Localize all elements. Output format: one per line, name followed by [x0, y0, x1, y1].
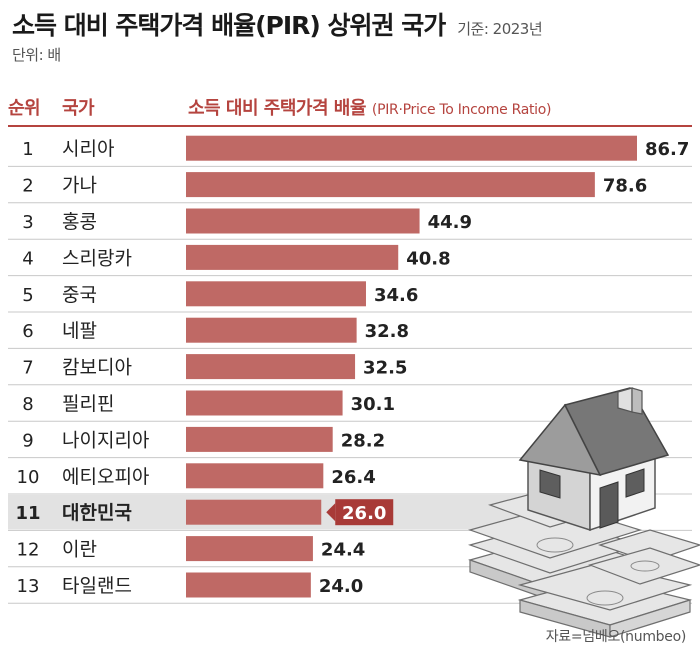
country-label: 시리아 — [62, 138, 114, 160]
basis-year: 기준: 2023년 — [457, 20, 543, 38]
data-label: 34.6 — [374, 285, 418, 306]
rank-label: 9 — [22, 430, 33, 451]
highlight-pointer — [326, 503, 336, 522]
rank-label: 3 — [22, 212, 33, 233]
rank-label: 2 — [22, 176, 33, 197]
data-label: 26.0 — [342, 503, 386, 524]
bar — [186, 499, 322, 525]
bar — [186, 281, 366, 307]
rank-label: 7 — [22, 358, 33, 379]
data-label: 78.6 — [603, 176, 647, 197]
rank-label: 12 — [17, 540, 40, 561]
bar — [186, 426, 333, 452]
rank-label: 10 — [17, 467, 40, 488]
bar — [186, 572, 311, 598]
country-column-header: 국가 — [62, 98, 95, 119]
bar — [186, 536, 313, 562]
bar — [186, 208, 420, 234]
source-note: 자료=넘베오(numbeo) — [545, 629, 687, 645]
country-label: 이란 — [62, 539, 97, 561]
country-label: 대한민국 — [62, 502, 132, 524]
bar — [186, 135, 637, 161]
country-label: 중국 — [62, 284, 97, 306]
country-label: 가나 — [62, 175, 97, 197]
rank-label: 8 — [22, 394, 33, 415]
title-row: 소득 대비 주택가격 배율(PIR) 상위권 국가 기준: 2023년 — [12, 6, 543, 42]
data-label: 86.7 — [645, 139, 689, 160]
house-on-money-icon — [467, 387, 700, 638]
value-column-subtitle: (PIR·Price To Income Ratio) — [371, 102, 552, 118]
unit-label: 단위: 배 — [12, 46, 61, 64]
rank-label: 11 — [15, 503, 40, 524]
rank-label: 4 — [22, 248, 33, 269]
header-rule — [8, 125, 692, 127]
value-column-header: 소득 대비 주택가격 배율 (PIR·Price To Income Ratio) — [188, 94, 551, 120]
bar — [186, 463, 324, 489]
rank-column-header: 순위 — [8, 98, 41, 119]
data-label: 24.4 — [321, 540, 365, 561]
rank-label: 6 — [22, 321, 33, 342]
rank-label: 5 — [22, 285, 33, 306]
data-label: 44.9 — [428, 212, 472, 233]
data-label: 32.5 — [363, 358, 407, 379]
bar — [186, 354, 356, 380]
data-label: 26.4 — [331, 467, 375, 488]
data-label: 40.8 — [406, 248, 450, 269]
country-label: 스리랑카 — [62, 247, 132, 269]
highlight-value-box — [335, 499, 394, 526]
value-column-title: 소득 대비 주택가격 배율 — [188, 98, 366, 119]
bars: 1 시리아 86.7 2 가나 78.6 3 홍콩 44.9 4 스리랑카 40.8 5 중국 34.6 6 네… — [15, 135, 689, 598]
bar — [186, 317, 357, 343]
data-label: 30.1 — [351, 394, 395, 415]
bar — [186, 390, 343, 416]
data-label: 32.8 — [365, 321, 409, 342]
country-label: 캄보디아 — [62, 357, 132, 379]
country-label: 네팔 — [62, 320, 97, 342]
chart-title: 소득 대비 주택가격 배율(PIR) 상위권 국가 — [12, 11, 446, 40]
bar — [186, 172, 595, 198]
data-label: 24.0 — [319, 576, 363, 597]
data-label: 28.2 — [341, 430, 385, 451]
country-label: 홍콩 — [62, 211, 97, 233]
country-label: 필리핀 — [62, 393, 114, 415]
rank-label: 13 — [17, 576, 40, 597]
country-label: 에티오피아 — [62, 466, 149, 488]
bar — [186, 244, 399, 270]
country-label: 나이지리아 — [62, 429, 149, 451]
rank-label: 1 — [22, 139, 33, 160]
country-label: 타일랜드 — [62, 575, 132, 597]
